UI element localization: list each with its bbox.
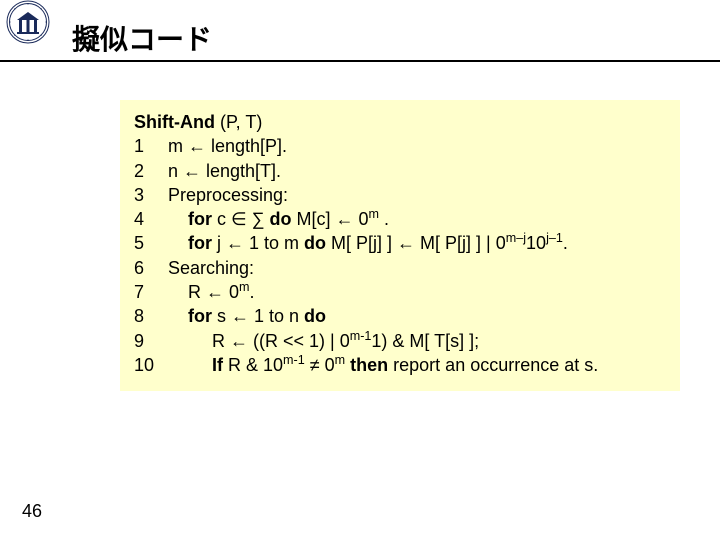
- slide-title: 擬似コード: [72, 18, 212, 58]
- code-line: 3Preprocessing:: [134, 183, 666, 207]
- code-line: 1m ← length[P].: [134, 134, 666, 158]
- code-line: 4for c ∈ ∑ do M[c] ← 0m .: [134, 207, 666, 231]
- line-body: If R & 10m-1 ≠ 0m then report an occurre…: [168, 353, 598, 377]
- code-line: 5for j ← 1 to m do M[ P[j] ] ← M[ P[j] ]…: [134, 231, 666, 255]
- line-body: for c ∈ ∑ do M[c] ← 0m .: [168, 207, 389, 231]
- code-line: 6Searching:: [134, 256, 666, 280]
- line-body: for j ← 1 to m do M[ P[j] ] ← M[ P[j] ] …: [168, 231, 568, 255]
- line-number: 9: [134, 329, 168, 353]
- line-body: R ← 0m.: [168, 280, 255, 304]
- algorithm-args: (P, T): [215, 112, 262, 132]
- line-number: 8: [134, 304, 168, 328]
- code-line: 10If R & 10m-1 ≠ 0m then report an occur…: [134, 353, 666, 377]
- page-number: 46: [22, 501, 42, 522]
- code-line: 2n ← length[T].: [134, 159, 666, 183]
- title-underline: [0, 60, 720, 62]
- code-header: Shift-And (P, T): [134, 110, 666, 134]
- code-line: 8for s ← 1 to n do: [134, 304, 666, 328]
- line-number: 6: [134, 256, 168, 280]
- line-body: Searching:: [168, 256, 254, 280]
- pseudocode-box: Shift-And (P, T) 1m ← length[P].2n ← len…: [120, 100, 680, 391]
- line-number: 5: [134, 231, 168, 255]
- line-body: R ← ((R << 1) | 0m-11) & M[ T[s] ];: [168, 329, 479, 353]
- line-number: 1: [134, 134, 168, 158]
- line-body: n ← length[T].: [168, 159, 281, 183]
- line-body: for s ← 1 to n do: [168, 304, 326, 328]
- line-number: 3: [134, 183, 168, 207]
- university-logo: [6, 0, 50, 44]
- line-number: 4: [134, 207, 168, 231]
- line-number: 2: [134, 159, 168, 183]
- code-line: 7R ← 0m.: [134, 280, 666, 304]
- slide: 擬似コード Shift-And (P, T) 1m ← length[P].2n…: [0, 0, 720, 540]
- code-lines: 1m ← length[P].2n ← length[T].3Preproces…: [134, 134, 666, 377]
- line-number: 10: [134, 353, 168, 377]
- code-line: 9R ← ((R << 1) | 0m-11) & M[ T[s] ];: [134, 329, 666, 353]
- line-body: m ← length[P].: [168, 134, 287, 158]
- algorithm-name: Shift-And: [134, 112, 215, 132]
- line-body: Preprocessing:: [168, 183, 288, 207]
- line-number: 7: [134, 280, 168, 304]
